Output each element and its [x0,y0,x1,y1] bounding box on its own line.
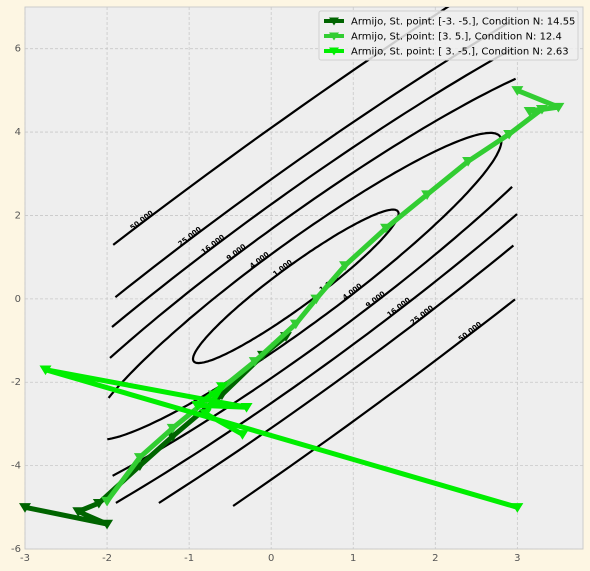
x-tick-label: 0 [268,553,274,564]
legend-entry: Armijo, St. point: [ 3. -5.], Condition … [351,47,569,58]
y-tick-label: 6 [15,44,21,55]
legend: Armijo, St. point: [-3. -5.], Condition … [319,11,578,60]
plot-area [25,7,583,549]
y-tick-label: -4 [11,461,21,472]
y-tick-label: -6 [11,544,21,555]
y-tick-label: 0 [15,294,21,305]
legend-entry: Armijo, St. point: [3. 5.], Condition N:… [351,32,562,43]
y-tick-label: 2 [15,210,21,221]
x-tick-label: 2 [432,553,438,564]
x-tick-label: -1 [184,553,194,564]
y-tick-label: -2 [11,377,21,388]
legend-entry: Armijo, St. point: [-3. -5.], Condition … [351,17,575,28]
x-tick-label: -3 [20,553,30,564]
x-tick-label: -2 [102,553,112,564]
y-tick-label: 4 [15,127,21,138]
x-tick-label: 1 [350,553,356,564]
x-tick-label: 3 [514,553,520,564]
